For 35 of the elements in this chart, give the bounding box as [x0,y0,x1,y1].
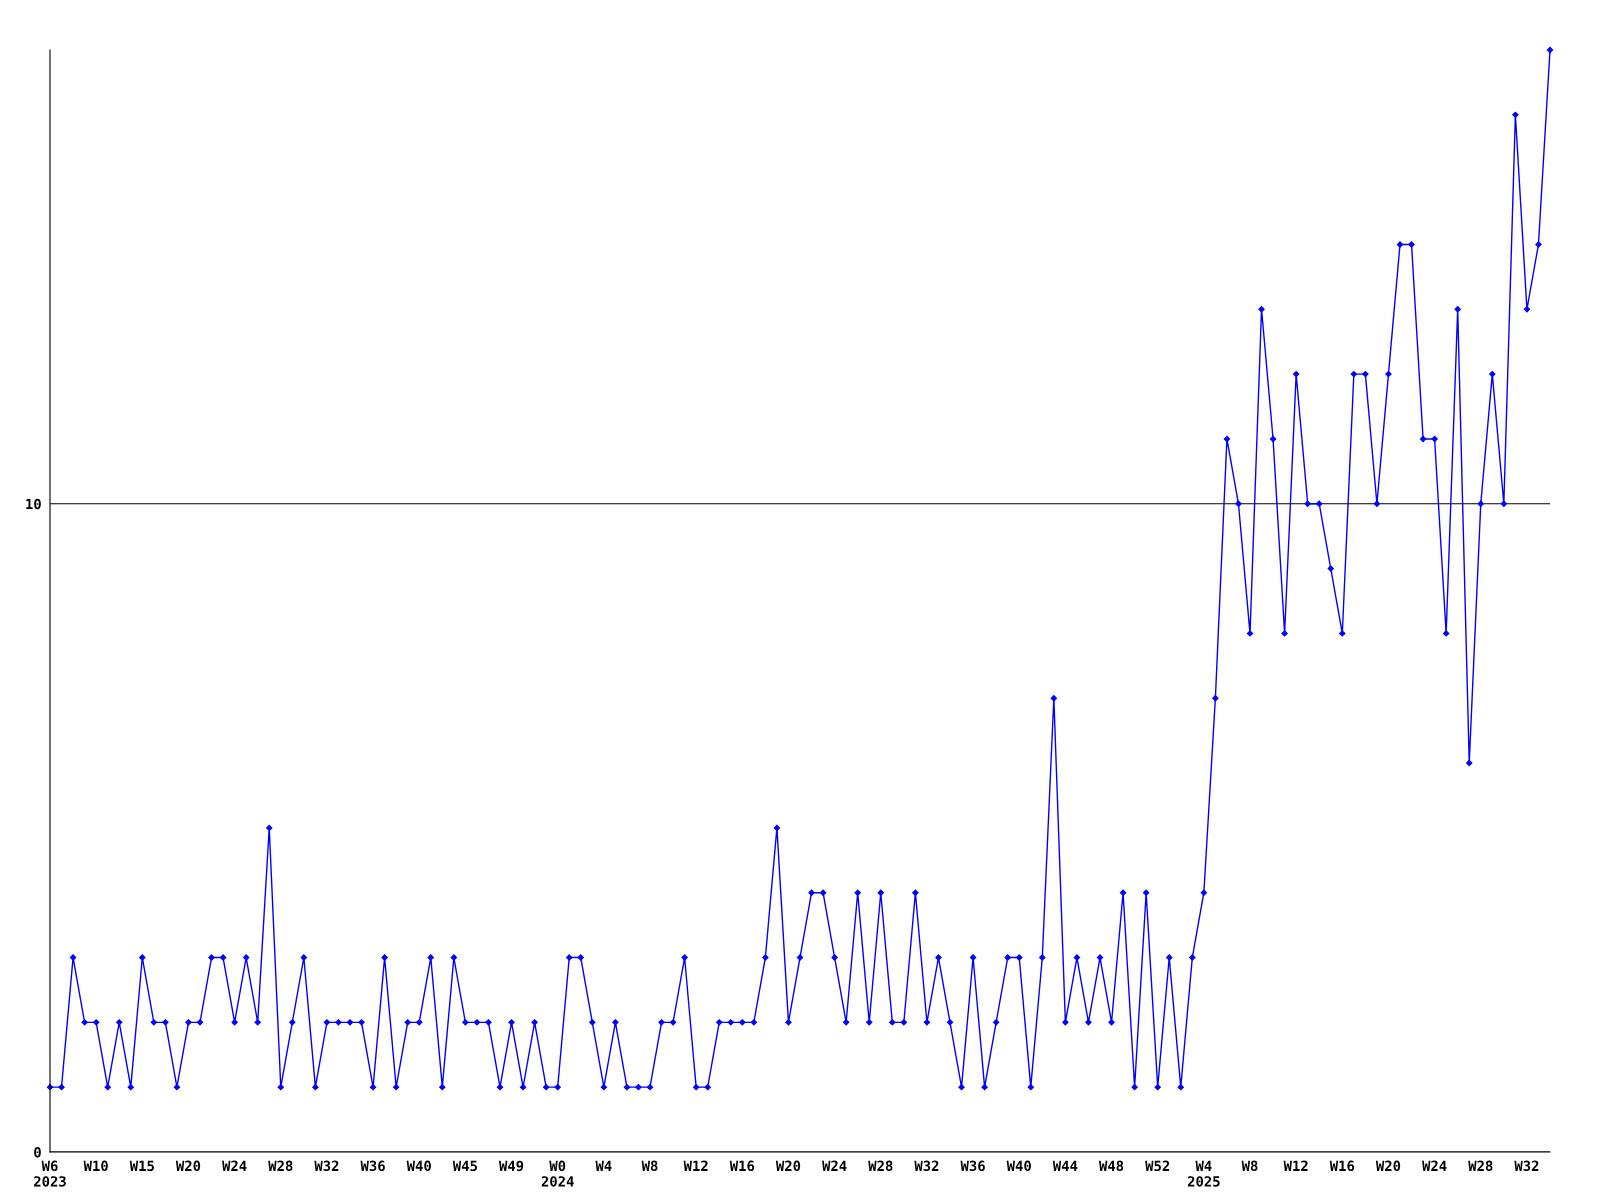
y-tick-label: 0 [34,1146,41,1158]
x-tick-label: W6 2023 [34,1160,66,1187]
x-tick-label: W10 [83,1160,108,1172]
x-tick-label: W32 [1514,1160,1539,1172]
x-tick-label: W20 [175,1160,201,1172]
x-tick-label: W52 [1145,1160,1170,1172]
x-tick-label: W20 [1375,1160,1401,1172]
x-tick-label: W15 [129,1160,154,1172]
x-tick-label: W28 [268,1160,293,1172]
x-tick-label: W12 [1283,1160,1308,1171]
x-tick-label: W36 [360,1160,385,1172]
x-tick-label: W40 [406,1160,431,1172]
x-tick-label: W24 [1422,1160,1447,1171]
x-tick-label: W32 [314,1160,339,1172]
x-tick-label: W40 [1006,1160,1031,1172]
x-tick-label: W28 [868,1160,893,1172]
x-tick-label: W0 2024 [541,1160,574,1187]
x-tick-label: W36 [960,1160,985,1172]
x-tick-label: W24 [822,1160,847,1171]
x-tick-label: W20 [775,1160,801,1172]
x-tick-label: W45 [452,1160,477,1172]
x-tick-label: W12 [683,1160,708,1171]
x-tick-label: W8 [641,1160,658,1172]
x-tick-label: W28 [1468,1160,1493,1172]
x-tick-label: W16 [729,1160,755,1172]
x-tick-label: W24 [222,1160,247,1171]
x-tick-label: W4 2025 [1187,1160,1220,1187]
y-tick-label: 10 [26,498,41,510]
x-tick-label: W44 [1052,1160,1078,1171]
x-tick-label: W32 [914,1160,939,1172]
x-tick-label: W48 [1099,1160,1124,1172]
x-tick-label: W49 [499,1160,524,1172]
x-tick-label: W16 [1329,1160,1355,1172]
x-tick-label: W4 [595,1160,612,1171]
x-tick-label: W8 [1241,1160,1258,1172]
